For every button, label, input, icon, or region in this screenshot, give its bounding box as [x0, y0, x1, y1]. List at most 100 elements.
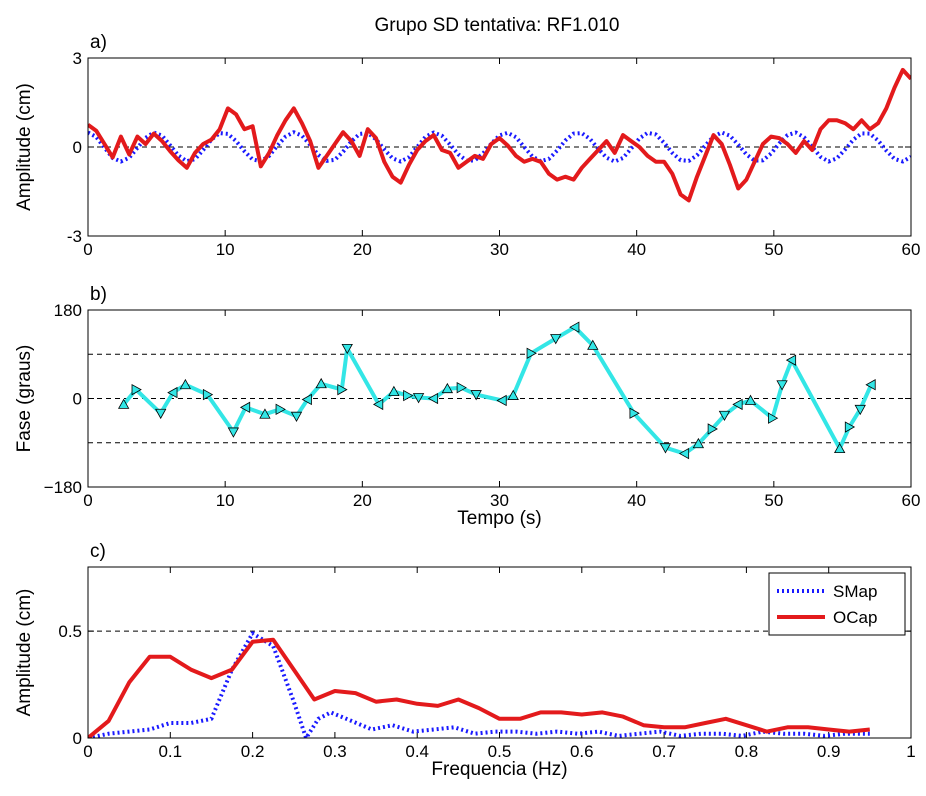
x-axis-label: Tempo (s) [457, 508, 541, 529]
legend: SMap OCap [768, 572, 906, 636]
x-tick-label: 30 [490, 240, 509, 259]
data-point-marker [678, 447, 690, 460]
x-tick-label: 50 [764, 491, 783, 510]
data-point-marker [155, 408, 167, 420]
data-point-marker [707, 423, 718, 435]
data-point-marker [865, 379, 876, 391]
x-tick-label: 0 [83, 240, 92, 259]
data-point-marker [844, 421, 856, 433]
y-axis-label: Fase (graus) [14, 345, 35, 453]
x-tick-label: 0.1 [158, 742, 182, 761]
x-tick-label: 50 [764, 240, 783, 259]
panel-label: b) [90, 284, 107, 305]
data-point-marker [854, 404, 866, 416]
axes-frame [87, 57, 912, 237]
data-point-marker [341, 343, 353, 355]
data-point-marker [744, 394, 757, 405]
data-point-marker [290, 411, 303, 423]
data-point-marker [403, 389, 414, 402]
y-tick-label: 0 [73, 390, 82, 409]
data-point-marker [569, 321, 580, 333]
data-point-marker [776, 380, 788, 391]
x-tick-label: 60 [902, 240, 921, 259]
x-tick-label: 10 [216, 240, 235, 259]
data-point-marker [587, 339, 599, 350]
data-point-marker [202, 388, 214, 401]
data-point-marker [768, 412, 779, 424]
x-tick-label: 0.6 [570, 742, 594, 761]
axes-frame [87, 566, 912, 739]
x-tick-label: 0.8 [735, 742, 759, 761]
plot-area [88, 58, 911, 236]
data-point-marker [692, 437, 705, 449]
data-point-marker [507, 389, 519, 400]
legend-label-smap: SMap [833, 582, 877, 601]
data-point-marker [526, 347, 537, 359]
data-point-marker [301, 393, 312, 406]
data-point-marker [496, 394, 507, 407]
y-tick-label: 180 [54, 301, 82, 320]
x-tick-label: 20 [353, 240, 372, 259]
series-line-ocap [88, 637, 871, 738]
data-point-marker [785, 354, 797, 366]
legend-box [768, 572, 906, 636]
data-point-marker [388, 385, 400, 397]
y-tick-label: 3 [73, 49, 82, 68]
data-point-marker [456, 382, 467, 394]
data-point-marker [412, 393, 425, 404]
y-tick-label: −180 [44, 478, 82, 497]
data-point-marker [732, 398, 743, 411]
x-tick-label: 0.4 [405, 742, 429, 761]
y-axis-label: Amplitude (cm) [14, 83, 35, 211]
figure-title: Grupo SD tentativa: RF1.010 [374, 15, 619, 36]
x-tick-label: 0.5 [488, 742, 512, 761]
data-point-marker [131, 383, 142, 396]
data-point-marker [275, 403, 286, 415]
y-axis-label: Amplitude (cm) [14, 589, 35, 717]
x-tick-label: 20 [353, 491, 372, 510]
x-tick-label: 0.3 [323, 742, 347, 761]
series-line-series-1 [88, 130, 911, 164]
x-tick-label: 0.7 [652, 742, 676, 761]
panel-3: 0 0.1 0.2 0.3 0.4 0.5 0.6 0.7 0.8 0.9 1 0 0.5 c) Ampli… [14, 541, 916, 780]
data-point-marker [179, 378, 192, 390]
data-point-marker [167, 386, 178, 399]
x-tick-label: 40 [627, 491, 646, 510]
data-point-marker [659, 443, 672, 454]
x-tick-label: 10 [216, 491, 235, 510]
data-point-marker [117, 398, 130, 409]
x-tick-label: 0 [83, 491, 92, 510]
data-point-marker [550, 334, 562, 345]
data-point-marker [227, 427, 240, 438]
x-tick-label: 1 [906, 742, 915, 761]
x-axis-label: Frequencia (Hz) [431, 759, 567, 780]
data-point-marker [259, 408, 271, 419]
data-point-marker [427, 392, 439, 405]
data-point-marker [337, 383, 348, 396]
x-tick-label: 40 [627, 240, 646, 259]
data-point-marker [441, 382, 454, 394]
x-tick-label: 60 [902, 491, 921, 510]
y-tick-label: -3 [67, 227, 82, 246]
x-tick-label: 0 [83, 742, 92, 761]
y-tick-label: 0 [73, 729, 82, 748]
x-tick-label: 30 [490, 491, 509, 510]
data-point-marker [315, 377, 327, 389]
data-point-marker [470, 390, 482, 401]
legend-label-ocap: OCap [833, 608, 877, 627]
axes-frame [87, 309, 912, 488]
panel-label: a) [90, 32, 107, 53]
x-tick-label: 0.2 [241, 742, 265, 761]
x-tick-label: 0.9 [817, 742, 841, 761]
series-line-series-2 [88, 67, 911, 203]
y-tick-label: 0 [73, 138, 82, 157]
y-tick-label: 0.5 [58, 622, 82, 641]
data-point-marker [239, 401, 251, 414]
data-point-marker [629, 407, 640, 419]
data-point-marker [372, 398, 384, 411]
panel-label: c) [90, 541, 106, 562]
data-point-marker [833, 442, 846, 454]
